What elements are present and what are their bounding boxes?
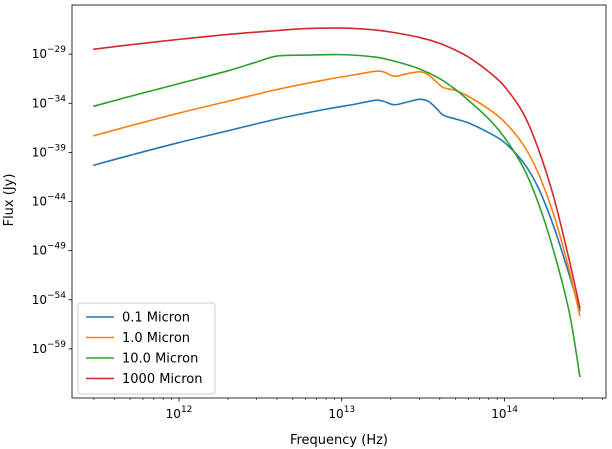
x-tick-label: 1012: [166, 405, 193, 421]
y-tick-label: 10−49: [32, 242, 67, 258]
x-tick-label: 1014: [491, 405, 518, 421]
x-axis-label: Frequency (Hz): [290, 433, 388, 448]
legend-entry: 0.1 Micron: [122, 311, 190, 326]
series-line-1: [92, 98, 581, 312]
legend-entry: 1000 Micron: [122, 372, 202, 387]
y-axis-label: Flux (Jy): [2, 174, 17, 227]
y-tick-label: 10−59: [32, 340, 67, 356]
series-line-4: [93, 27, 581, 309]
legend: 0.1 Micron 1.0 Micron 10.0 Micron 1000 Micr…: [77, 302, 216, 395]
legend-entry: 10.0 Micron: [122, 352, 198, 367]
y-tick-label: 10−29: [32, 45, 67, 61]
legend-box: [77, 302, 216, 395]
x-axis-ticks: 1012 1013 1014: [93, 398, 603, 421]
series-line-2: [92, 70, 581, 317]
series-line-3: [92, 53, 581, 378]
y-tick-label: 10−44: [32, 193, 67, 209]
legend-entry: 1.0 Micron: [122, 331, 190, 346]
y-tick-label: 10−34: [32, 94, 67, 110]
x-tick-label: 1013: [328, 405, 355, 421]
y-axis-ticks: 10−59 10−54 10−49 10−44 10−39 10−34 10−29: [32, 45, 72, 356]
y-tick-label: 10−54: [32, 291, 67, 307]
y-tick-label: 10−39: [32, 143, 67, 159]
series-layer: [92, 27, 581, 378]
